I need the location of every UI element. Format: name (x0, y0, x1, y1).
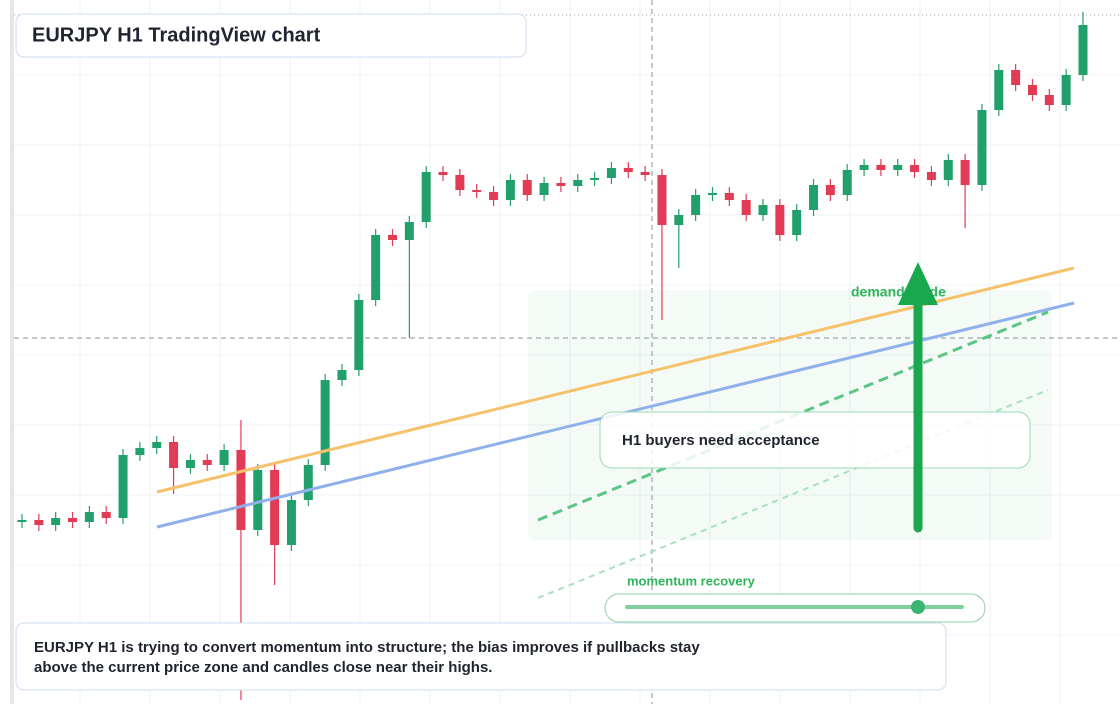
grid (14, 0, 1120, 704)
candle-body (640, 172, 650, 175)
candle-body (68, 518, 78, 522)
note-line: EURJPY H1 is trying to convert momentum … (34, 639, 700, 656)
candle-body (960, 160, 970, 185)
candle-body (825, 185, 835, 195)
arrow-head (898, 262, 938, 305)
candle-body (320, 380, 330, 465)
title-box (15, 13, 527, 58)
candle-body (404, 222, 414, 240)
candle-body (539, 183, 549, 195)
candle-body (573, 180, 583, 186)
candle-body (876, 165, 886, 170)
callout-text: H1 buyers need acceptance (622, 432, 820, 449)
candle-body (741, 200, 751, 215)
candle-body (1044, 95, 1054, 105)
candle-body (994, 70, 1004, 110)
candle-body (169, 442, 179, 468)
candle-body (623, 168, 633, 172)
candle-body (590, 178, 600, 180)
candle-body (354, 300, 364, 370)
candle-body (472, 190, 482, 192)
slider-label: momentum recovery (627, 573, 756, 588)
candle-body (185, 460, 195, 468)
candle-body (842, 170, 852, 195)
candle-body (674, 215, 684, 225)
candle-body (977, 110, 987, 185)
candle-body (1078, 25, 1088, 75)
candle-body (926, 172, 936, 180)
candle-body (253, 470, 263, 530)
candles (17, 12, 1088, 700)
candle-body (606, 168, 616, 178)
candle-body (1011, 70, 1021, 85)
candle-body (455, 175, 465, 190)
candle-body (371, 235, 381, 300)
candle-body (34, 520, 44, 525)
candle-body (792, 210, 802, 235)
note-line: above the current price zone and candles… (34, 659, 492, 676)
candle-body (337, 370, 347, 380)
chart-title: EURJPY H1 TradingView chart (32, 24, 321, 46)
candle-body (505, 180, 515, 200)
candle-body (219, 450, 229, 465)
candle-body (438, 172, 448, 175)
candle-body (135, 448, 145, 455)
candle-body (236, 450, 246, 530)
candle-body (859, 165, 869, 170)
trend-line-light (537, 389, 1049, 599)
candle-body (758, 205, 768, 215)
candle-body (202, 460, 212, 465)
candle-body (809, 185, 819, 210)
candle-body (84, 512, 94, 522)
candle-body (17, 520, 27, 522)
note-box (15, 622, 947, 691)
candle-body (388, 235, 398, 240)
candle-body (286, 500, 296, 545)
candle-body (707, 193, 717, 195)
candle-body (303, 465, 313, 500)
candle-body (118, 455, 128, 518)
left-edge (10, 0, 14, 704)
candle-body (893, 165, 903, 170)
candle-body (691, 195, 701, 215)
candle-body (421, 172, 431, 222)
candle-body (943, 160, 953, 180)
candle-body (1061, 75, 1071, 105)
candle-body (51, 518, 61, 525)
candle-body (101, 512, 111, 518)
candle-body (489, 192, 499, 200)
candle-body (522, 180, 532, 195)
candle-body (910, 165, 920, 172)
candle-body (1027, 85, 1037, 95)
candle-body (270, 470, 280, 545)
candle-body (657, 175, 667, 225)
slider-knob (911, 600, 925, 614)
candle-body (775, 205, 785, 235)
candle-body (152, 442, 162, 448)
candle-body (556, 183, 566, 186)
candle-body (724, 193, 734, 200)
